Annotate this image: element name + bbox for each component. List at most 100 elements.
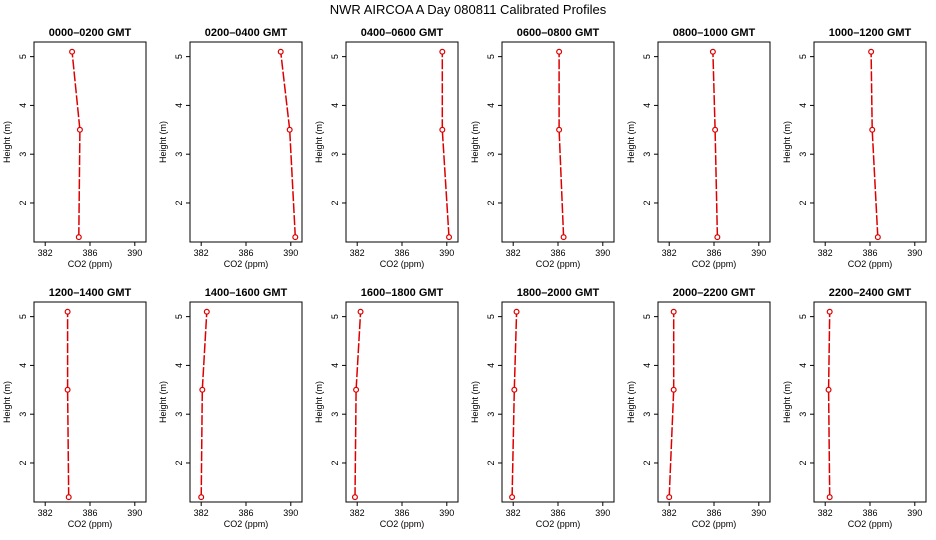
plot-frame (345, 41, 459, 243)
plot-frame (33, 41, 147, 243)
x-tick-label: 386 (82, 508, 97, 518)
y-tick-label: 5 (798, 314, 808, 319)
y-tick-label: 5 (174, 314, 184, 319)
y-axis-label: Height (m) (626, 121, 636, 163)
y-tick-label: 4 (486, 363, 496, 368)
x-tick-label: 390 (439, 248, 454, 258)
y-tick-label: 3 (486, 152, 496, 157)
y-tick-label: 2 (330, 200, 340, 205)
profile-panel: 2200–2400 GMT 382 386 390 2 3 4 5 CO2 (ppm) Heigh… (782, 287, 927, 529)
y-tick-label: 4 (798, 103, 808, 108)
data-point (292, 234, 299, 241)
x-tick-label: 386 (706, 248, 721, 258)
data-point (826, 494, 833, 501)
x-tick-label: 386 (862, 508, 877, 518)
x-tick-label: 390 (907, 248, 922, 258)
y-tick-label: 4 (174, 363, 184, 368)
data-point (286, 126, 293, 133)
y-axis-label: Height (m) (314, 121, 324, 163)
profile-line (712, 51, 719, 238)
panel-title: 1400–1600 GMT (205, 287, 288, 299)
y-tick-label: 3 (174, 412, 184, 417)
x-axis-label: CO2 (ppm) (380, 519, 425, 529)
x-axis-label: CO2 (ppm) (848, 259, 893, 269)
data-point (826, 308, 833, 315)
x-tick-label: 390 (127, 508, 142, 518)
x-tick-label: 390 (283, 508, 298, 518)
x-tick-label: 386 (238, 248, 253, 258)
y-tick-label: 2 (798, 460, 808, 465)
y-axis-label: Height (m) (626, 381, 636, 423)
y-tick-label: 2 (486, 460, 496, 465)
data-point (199, 386, 206, 393)
x-tick-label: 390 (439, 508, 454, 518)
x-tick-label: 390 (283, 248, 298, 258)
panel-title: 1600–1800 GMT (361, 287, 444, 299)
y-tick-label: 3 (18, 152, 28, 157)
data-point (825, 386, 832, 393)
y-tick-label: 5 (174, 54, 184, 59)
data-point (64, 386, 71, 393)
y-tick-label: 4 (330, 103, 340, 108)
data-point (76, 126, 83, 133)
data-point (446, 234, 453, 241)
profile-line (558, 51, 565, 238)
y-tick-label: 5 (486, 314, 496, 319)
y-axis-label: Height (m) (470, 381, 480, 423)
x-tick-label: 382 (38, 508, 53, 518)
x-tick-label: 390 (595, 248, 610, 258)
x-tick-label: 382 (662, 248, 677, 258)
y-tick-label: 4 (18, 363, 28, 368)
data-point (874, 234, 881, 241)
data-point (277, 48, 284, 55)
data-point (203, 308, 210, 315)
profile-line (827, 311, 831, 498)
y-tick-label: 4 (18, 103, 28, 108)
profile-panel: 1400–1600 GMT 382 386 390 2 3 4 5 CO2 (ppm) Heigh… (158, 287, 303, 529)
panel-title: 2000–2200 GMT (673, 287, 756, 299)
plot-frame (501, 41, 615, 243)
y-tick-label: 2 (18, 460, 28, 465)
profile-panel: 1000–1200 GMT 382 386 390 2 3 4 5 CO2 (ppm) Heigh… (782, 27, 927, 269)
y-tick-label: 3 (330, 152, 340, 157)
y-tick-label: 2 (642, 200, 652, 205)
y-tick-label: 2 (174, 200, 184, 205)
y-tick-label: 4 (486, 103, 496, 108)
y-axis-label: Height (m) (158, 121, 168, 163)
x-tick-label: 386 (394, 248, 409, 258)
profile-panel: 0400–0600 GMT 382 386 390 2 3 4 5 CO2 (ppm) Heigh… (314, 27, 459, 269)
profile-panel: 1800–2000 GMT 382 386 390 2 3 4 5 CO2 (ppm) Heigh… (470, 287, 615, 529)
data-point (64, 308, 71, 315)
x-axis-label: CO2 (ppm) (536, 259, 581, 269)
data-point (666, 494, 673, 501)
data-point (439, 126, 446, 133)
x-tick-label: 382 (818, 508, 833, 518)
data-point (869, 126, 876, 133)
x-tick-label: 386 (238, 508, 253, 518)
x-tick-label: 382 (818, 248, 833, 258)
x-axis-label: CO2 (ppm) (224, 519, 269, 529)
data-point (670, 308, 677, 315)
x-tick-label: 390 (127, 248, 142, 258)
x-tick-label: 390 (907, 508, 922, 518)
profile-line (511, 311, 518, 498)
profile-line (71, 51, 81, 238)
x-tick-label: 386 (394, 508, 409, 518)
x-tick-label: 382 (194, 248, 209, 258)
x-tick-label: 386 (706, 508, 721, 518)
y-tick-label: 2 (18, 200, 28, 205)
y-tick-label: 5 (18, 54, 28, 59)
data-point (357, 308, 364, 315)
y-tick-label: 3 (798, 412, 808, 417)
data-point (439, 48, 446, 55)
y-tick-label: 2 (174, 460, 184, 465)
y-tick-label: 5 (330, 54, 340, 59)
profile-panel: 2000–2200 GMT 382 386 390 2 3 4 5 CO2 (ppm) Heigh… (626, 287, 771, 529)
y-tick-label: 4 (642, 103, 652, 108)
y-tick-label: 4 (174, 103, 184, 108)
panel-title: 1200–1400 GMT (49, 287, 132, 299)
plot-frame (345, 301, 459, 503)
y-tick-label: 3 (18, 412, 28, 417)
panels-grid: 0000–0200 GMT 382 386 390 2 3 4 5 CO2 (ppm) Heigh… (2, 27, 927, 529)
y-tick-label: 3 (798, 152, 808, 157)
